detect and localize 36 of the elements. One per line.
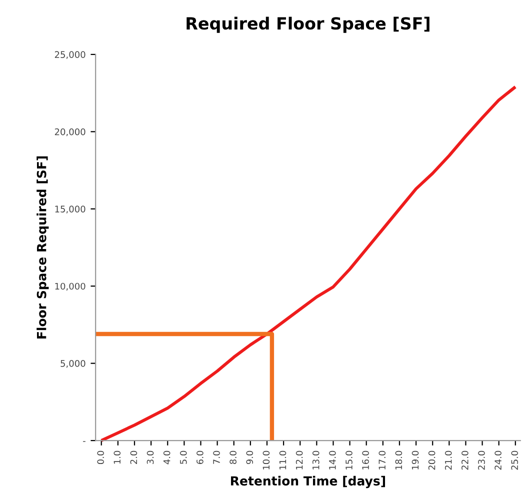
y-tick-label: 10,000 (55, 282, 86, 291)
x-tick-label: 4.0 (163, 450, 170, 464)
y-tick-label: 20,000 (54, 128, 86, 136)
x-tick-label: 7.0 (213, 450, 220, 464)
x-tick-label: 11.0 (279, 450, 286, 470)
y-tick-label: 15,000 (55, 206, 86, 214)
y-tick-label: - (83, 441, 86, 442)
y-tick-label: 25,000 (54, 51, 86, 59)
x-axis-title: Retention Time [days] (231, 476, 386, 488)
line-series (100, 85, 517, 442)
x-tick-label: 1.0 (114, 450, 121, 464)
x-tick-label: 12.0 (296, 450, 303, 470)
x-tick-label: 14.0 (329, 450, 336, 470)
x-tick-label: 21.0 (444, 450, 452, 470)
x-tick-label: 20.0 (428, 450, 436, 470)
x-tick-label: 25.0 (511, 450, 518, 470)
x-tick-label: 2.0 (130, 450, 138, 464)
chart-title: Required Floor Space [SF] (186, 16, 430, 33)
x-tick-label: 22.0 (462, 450, 468, 470)
x-tick-label: 3.0 (146, 450, 154, 464)
x-tick-label: 17.0 (378, 450, 386, 470)
x-tick-label: 6.0 (196, 450, 204, 464)
x-tick-label: 5.0 (180, 450, 187, 464)
x-tick-label: 16.0 (362, 450, 369, 470)
x-tick-label: 15.0 (346, 450, 352, 470)
x-tick-label: 19.0 (412, 450, 419, 470)
y-tick-label: 5,000 (60, 360, 86, 368)
y-axis-title: Floor Space Required [SF] (36, 156, 49, 338)
x-tick-label: 10.0 (262, 450, 270, 470)
x-tick-label: 24.0 (494, 450, 502, 470)
x-tick-label: 9.0 (246, 450, 254, 464)
x-tick-label: 18.0 (395, 450, 402, 470)
x-tick-label: 13.0 (312, 450, 320, 470)
x-tick-label: 0.0 (97, 450, 104, 464)
x-tick-label: 23.0 (478, 450, 485, 470)
x-tick-label: 8.0 (230, 450, 236, 464)
